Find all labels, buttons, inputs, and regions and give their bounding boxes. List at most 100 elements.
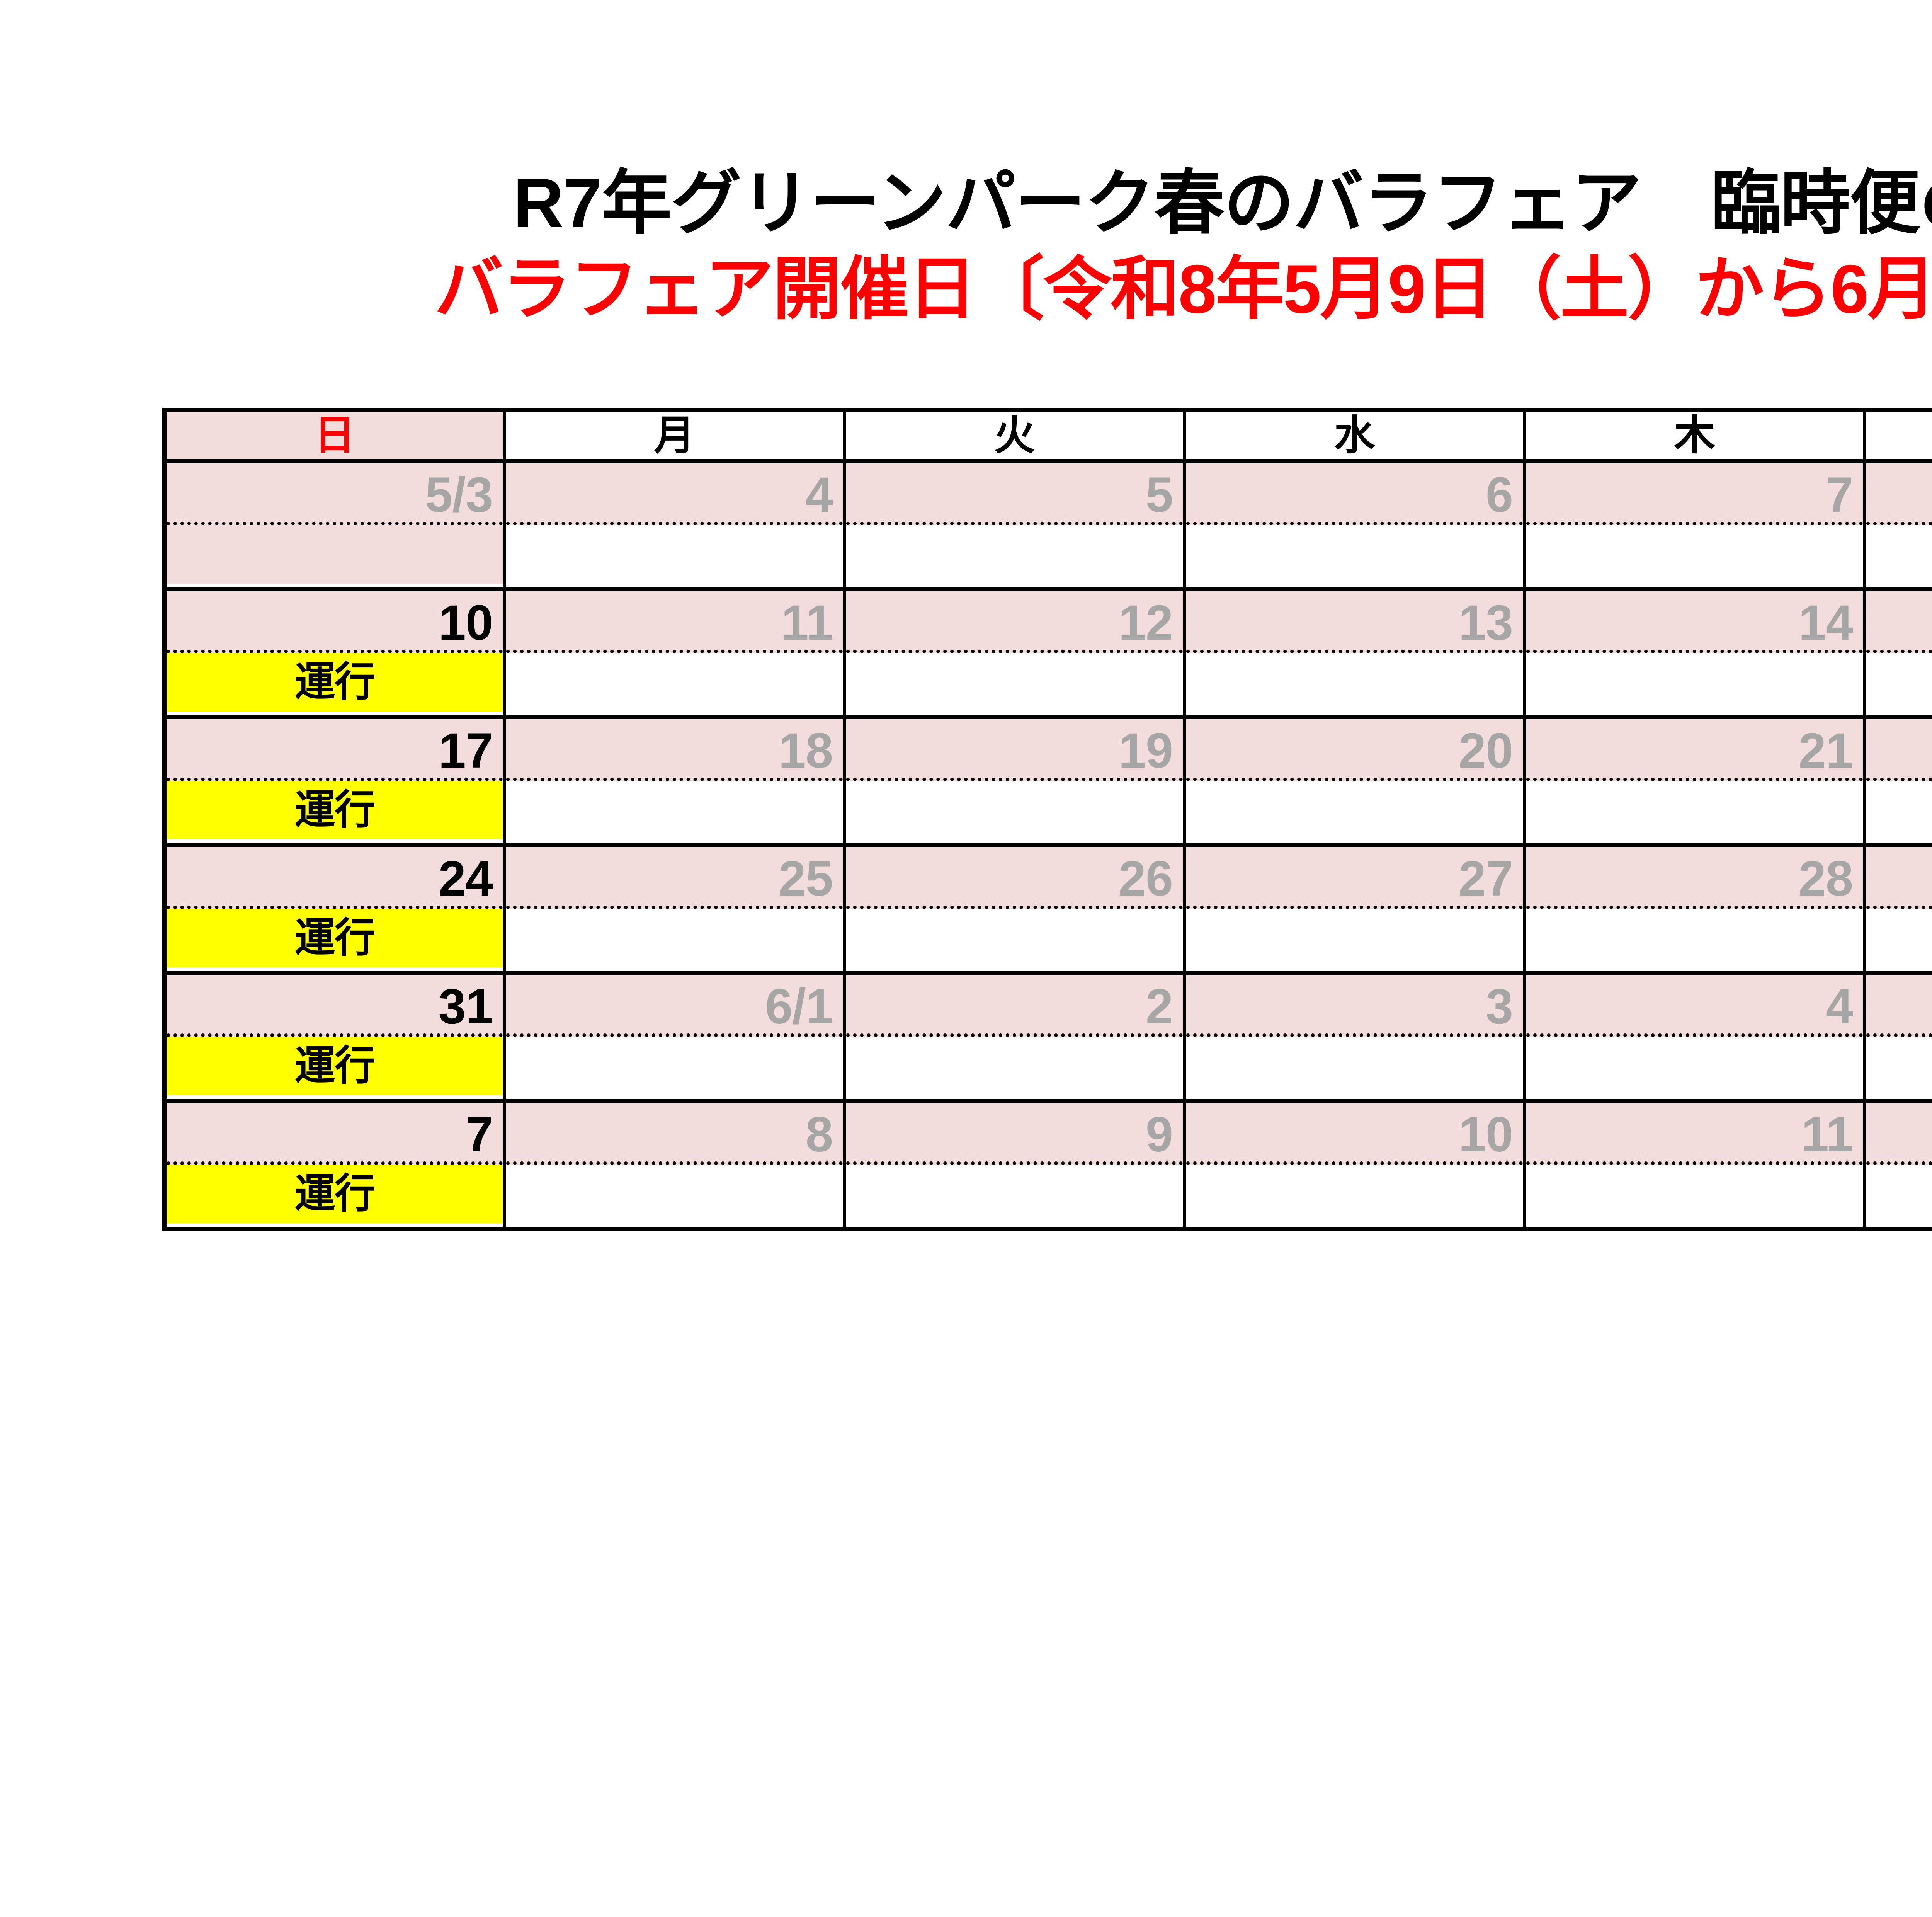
day-cell-body: 7 [1526,463,1863,587]
calendar-day-cell[interactable]: 28 [1523,843,1866,973]
operating-badge: 運行 [167,653,503,712]
calendar-day-cell[interactable]: 12 [843,587,1186,717]
footer: 計10日間 [0,1519,1932,1579]
day-cell-body: 25 [506,847,843,971]
day-number: 15 [1866,591,1932,653]
calendar-day-cell[interactable]: 6/1 [503,971,846,1101]
calendar-day-cell[interactable]: 7 運行 [163,1099,506,1229]
calendar-day-cell[interactable]: 26 [843,843,1186,973]
day-number: 4 [1526,975,1863,1037]
day-note-area [846,1037,1183,1095]
calendar-day-cell[interactable]: 18 [503,715,846,845]
day-number: 3 [1186,975,1523,1037]
day-number: 13 [1186,591,1523,653]
calendar-day-cell[interactable]: 8 [503,1099,846,1229]
day-number: 8 [506,1103,843,1165]
calendar-table: 日月火水木金土 5/3456789運行10運行111213141516運行17運… [162,408,1932,1231]
day-note-area [846,909,1183,967]
weekday-header-wednesday: 水 [1183,410,1526,461]
day-cell-body: 4 [1526,975,1863,1099]
day-note-area [1526,525,1863,584]
day-number: 14 [1526,591,1863,653]
day-number: 2 [846,975,1183,1037]
calendar-day-cell[interactable]: 10 [1183,1099,1526,1229]
day-note-area [506,1037,843,1095]
day-number: 25 [506,847,843,909]
calendar-day-cell[interactable]: 2 [843,971,1186,1101]
day-number: 19 [846,719,1183,781]
day-note-area [1526,909,1863,967]
calendar-day-cell[interactable]: 6 [1183,459,1526,589]
day-cell-body: 27 [1186,847,1523,971]
calendar-day-cell[interactable]: 4 [1523,971,1866,1101]
title-block: R7年グリーンパーク春のバラフェア 臨時便の運行日 バラフェア開催日〔令和8年5… [0,166,1932,325]
day-number: 9 [846,1103,1183,1165]
day-number: 4 [506,463,843,525]
calendar-day-cell[interactable]: 4 [503,459,846,589]
calendar-day-cell[interactable]: 9 [843,1099,1186,1229]
day-cell-body: 11 [506,591,843,715]
weekday-header-monday: 月 [503,410,846,461]
day-cell-body: 5 [1866,975,1932,1099]
calendar-day-cell[interactable]: 20 [1183,715,1526,845]
calendar-day-cell[interactable]: 5/3 [163,459,506,589]
day-note-area [167,525,503,584]
day-cell-body: 22 [1866,719,1932,843]
day-cell-body: 8 [1866,463,1932,587]
weekday-header-sunday: 日 [163,410,506,461]
calendar-day-cell[interactable]: 22 [1863,715,1932,845]
day-cell-body: 4 [506,463,843,587]
day-cell-body: 24 運行 [167,847,503,971]
calendar-body: 5/3456789運行10運行111213141516運行17運行1819202… [163,459,1932,1229]
calendar-day-cell[interactable]: 29 [1863,843,1932,973]
day-note-area [1186,909,1523,967]
calendar-header-row: 日月火水木金土 [163,410,1932,461]
calendar-day-cell[interactable]: 24 運行 [163,843,506,973]
day-cell-body: 13 [1186,591,1523,715]
calendar-day-cell[interactable]: 21 [1523,715,1866,845]
calendar-day-cell[interactable]: 17 運行 [163,715,506,845]
day-cell-body: 11 [1526,1103,1863,1227]
calendar-day-cell[interactable]: 10 運行 [163,587,506,717]
day-number: 7 [167,1103,503,1165]
day-cell-body: 6 [1186,463,1523,587]
calendar-day-cell[interactable]: 11 [503,587,846,717]
day-number: 29 [1866,847,1932,909]
day-note-area [1526,653,1863,712]
day-cell-body: 3 [1186,975,1523,1099]
day-note-area [1866,909,1932,967]
day-cell-body: 29 [1866,847,1932,971]
operating-badge: 運行 [167,909,503,967]
day-note-area [1866,653,1932,712]
calendar-day-cell[interactable]: 19 [843,715,1186,845]
calendar-day-cell[interactable]: 15 [1863,587,1932,717]
calendar-day-cell[interactable]: 27 [1183,843,1526,973]
day-note-area [506,653,843,712]
day-note-area [846,653,1183,712]
calendar-day-cell[interactable]: 5 [1863,971,1932,1101]
calendar-day-cell[interactable]: 3 [1183,971,1526,1101]
day-cell-body: 5/3 [167,463,503,587]
calendar-day-cell[interactable]: 11 [1523,1099,1866,1229]
day-cell-body: 7 運行 [167,1103,503,1227]
calendar-day-cell[interactable]: 14 [1523,587,1866,717]
calendar-day-cell[interactable]: 31 運行 [163,971,506,1101]
day-number: 10 [167,591,503,653]
calendar-day-cell[interactable]: 7 [1523,459,1866,589]
calendar-day-cell[interactable]: 12 [1863,1099,1932,1229]
calendar-day-cell[interactable]: 8 [1863,459,1932,589]
day-number: 17 [167,719,503,781]
day-note-area [506,525,843,584]
day-cell-body: 14 [1526,591,1863,715]
day-cell-body: 5 [846,463,1183,587]
day-note-area [1186,525,1523,584]
calendar-week-row: 7運行8910111213 [163,1099,1932,1229]
weekday-header-thursday: 木 [1523,410,1866,461]
day-number: 18 [506,719,843,781]
day-number: 27 [1186,847,1523,909]
calendar-day-cell[interactable]: 13 [1183,587,1526,717]
calendar-day-cell[interactable]: 5 [843,459,1186,589]
calendar-week-row: 5/3456789運行 [163,459,1932,589]
calendar-day-cell[interactable]: 25 [503,843,846,973]
